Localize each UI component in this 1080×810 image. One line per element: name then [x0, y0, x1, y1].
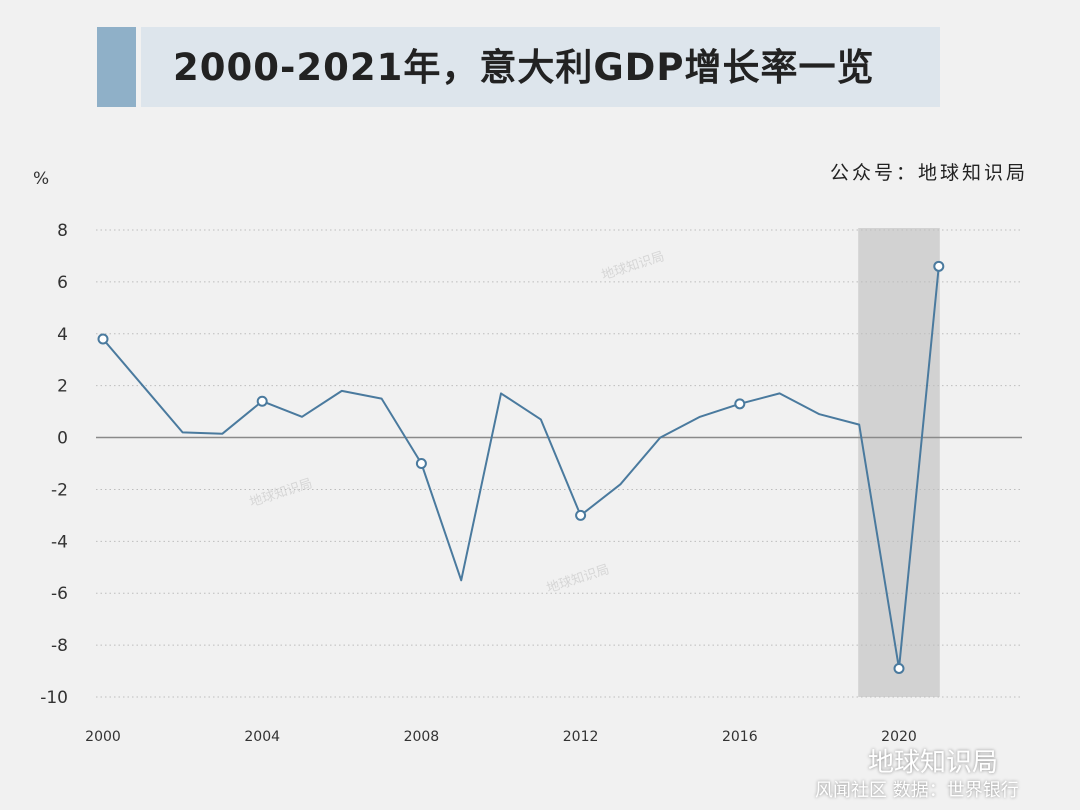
highlight-band	[858, 228, 940, 697]
y-tick-label: 8	[57, 221, 68, 241]
x-tick-label: 2008	[404, 729, 440, 745]
y-tick-label: -10	[40, 688, 68, 708]
data-point-marker	[256, 395, 268, 407]
brand-subtitle: 风闻社区 数据：世界银行	[815, 780, 1019, 801]
data-point-marker	[893, 662, 905, 674]
y-tick-label: 4	[57, 325, 68, 345]
y-tick-label: -4	[51, 532, 68, 552]
data-point-marker	[734, 398, 746, 410]
x-tick-label: 2000	[85, 729, 121, 745]
y-tick-label: 6	[57, 273, 68, 293]
x-tick-label: 2012	[563, 729, 599, 745]
chart-title: 2000-2021年，意大利GDP增长率一览	[173, 46, 875, 89]
x-tick-label: 2020	[881, 729, 917, 745]
data-point-marker	[415, 458, 427, 469]
data-point-marker	[933, 260, 945, 272]
series-line	[102, 266, 940, 670]
source-label: 公众号：地球知识局	[829, 162, 1028, 184]
title-accent-block	[97, 27, 136, 107]
y-tick-label: 2	[57, 377, 68, 397]
x-tick-label: 2004	[244, 729, 280, 745]
y-tick-label: -2	[51, 480, 68, 500]
y-tick-label: 0	[57, 429, 68, 449]
data-point-marker	[575, 509, 587, 521]
title-bar	[141, 27, 940, 107]
y-tick-label: -8	[51, 636, 68, 656]
data-point-marker	[97, 333, 109, 345]
brand-watermark: 地球知识局	[868, 748, 999, 778]
y-axis-label: %	[33, 169, 49, 189]
y-tick-label: -6	[51, 584, 68, 604]
x-tick-label: 2016	[722, 729, 758, 745]
